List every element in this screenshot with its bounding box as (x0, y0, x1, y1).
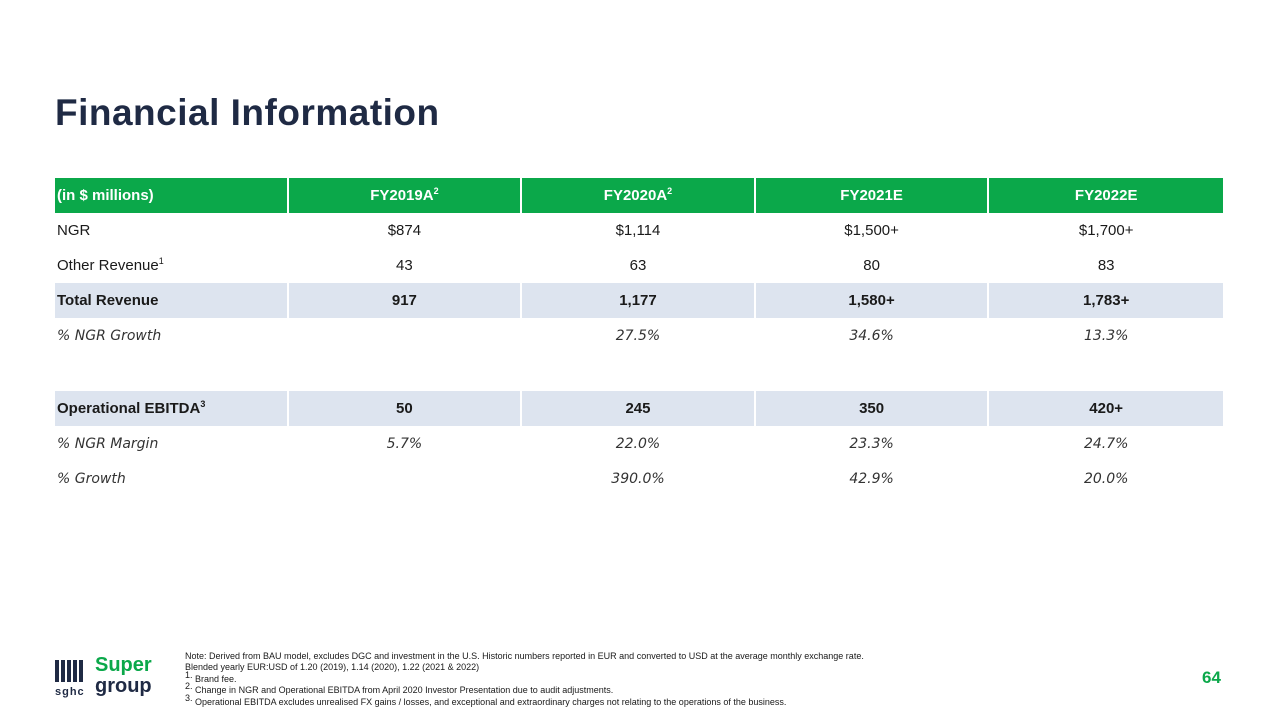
table-cell: $1,700+ (1078, 222, 1134, 239)
table-cell: 34.6% (756, 318, 990, 353)
row-label: NGR (55, 213, 289, 248)
row-label: Other Revenue1 (55, 248, 289, 283)
table-row-growth: % Growth 390.0% 42.9% 20.0% (55, 461, 1223, 496)
header-fy2022: FY2022E (989, 178, 1223, 213)
table-cell: 1,580+ (755, 283, 990, 318)
footnote-3: 3. Operational EBITDA excludes unrealise… (185, 692, 787, 707)
table-spacer-row (55, 353, 1223, 391)
logo-group-text: group (95, 675, 152, 697)
table-cell: 20.0% (1083, 470, 1129, 487)
table-cell: 245 (522, 391, 756, 426)
table-row-total-revenue: Total Revenue 917 1,177 1,580+ 1,783+ (55, 283, 1223, 318)
page-number: 64 (1202, 668, 1221, 687)
table-cell: 917 (288, 283, 523, 318)
table-row-ngr-growth: % NGR Growth 27.5% 34.6% 13.3% (55, 318, 1223, 353)
logo-bars-icon (55, 660, 85, 682)
page-title: Financial Information (55, 92, 440, 133)
table-cell: $1,500+ (756, 213, 990, 248)
table-cell: 27.5% (522, 318, 756, 353)
company-logo: sghc Super group (55, 654, 167, 700)
footnotes: Note: Derived from BAU model, excludes D… (185, 651, 1145, 708)
table-cell: 1,177 (522, 283, 756, 318)
table-cell: 390.0% (522, 461, 756, 496)
header-fy2020: FY2020A2 (522, 178, 756, 213)
table-row-operational-ebitda: Operational EBITDA3 50 245 350 420+ (55, 391, 1223, 426)
logo-super-text: Super (95, 654, 152, 676)
table-cell (289, 318, 523, 353)
footnote-note: Note: Derived from BAU model, excludes D… (185, 651, 864, 661)
table-cell (289, 461, 523, 496)
row-label: Operational EBITDA3 (55, 391, 289, 426)
table-cell: 23.3% (756, 426, 990, 461)
table-cell: 50 (288, 391, 523, 426)
table-cell: 350 (755, 391, 990, 426)
row-label: % Growth (55, 461, 289, 496)
table-cell: 5.7% (289, 426, 523, 461)
table-header-row: (in $ millions) FY2019A2 FY2020A2 FY2021… (55, 178, 1223, 213)
table-cell: 24.7% (1083, 435, 1129, 452)
table-cell: 80 (756, 248, 990, 283)
row-label: % NGR Growth (55, 318, 289, 353)
footnote-1: 1. Brand fee. (185, 669, 237, 684)
table-cell: 63 (522, 248, 756, 283)
header-fy2021: FY2021E (755, 178, 990, 213)
table-cell: 42.9% (756, 461, 990, 496)
table-row-ngr-margin: % NGR Margin 5.7% 22.0% 23.3% 24.7% (55, 426, 1223, 461)
header-fy2019: FY2019A2 (288, 178, 523, 213)
footnote-2: 2. Change in NGR and Operational EBITDA … (185, 681, 614, 696)
row-label: % NGR Margin (55, 426, 289, 461)
row-label: Total Revenue (55, 283, 289, 318)
footnote-blended: Blended yearly EUR:USD of 1.20 (2019), 1… (185, 662, 480, 673)
logo-sghc-text: sghc (55, 686, 85, 698)
table-row-ngr: NGR $874 $1,114 $1,500+ $1,700+ (55, 213, 1223, 248)
table-cell: 83 (1097, 257, 1115, 274)
header-label: (in $ millions) (55, 178, 289, 213)
table-cell: 13.3% (1083, 327, 1129, 344)
table-cell: $1,114 (522, 213, 756, 248)
table-cell: 420+ (989, 391, 1223, 426)
table-cell: 43 (289, 248, 523, 283)
table-cell: 1,783+ (989, 283, 1223, 318)
table-cell: $874 (289, 213, 523, 248)
financial-table: (in $ millions) FY2019A2 FY2020A2 FY2021… (55, 178, 1223, 496)
table-cell: 22.0% (522, 426, 756, 461)
table-row-other-revenue: Other Revenue1 43 63 80 83 (55, 248, 1223, 283)
